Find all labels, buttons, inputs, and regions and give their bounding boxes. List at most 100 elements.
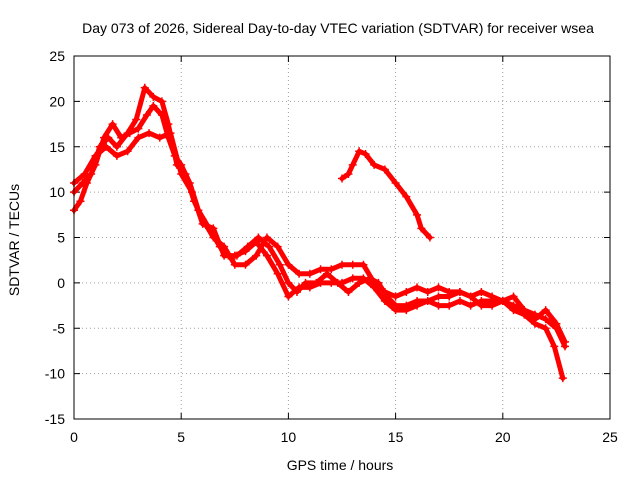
data-point <box>166 129 175 138</box>
data-point <box>327 265 336 274</box>
series-track-3 <box>70 129 569 346</box>
y-tick-label: 5 <box>57 230 65 246</box>
data-point <box>488 301 497 310</box>
data-point <box>423 287 432 296</box>
data-point <box>241 260 250 269</box>
data-point <box>434 283 443 292</box>
data-point <box>509 292 518 301</box>
data-point <box>327 278 336 287</box>
data-point <box>348 160 357 169</box>
data-point <box>265 242 274 251</box>
data-point <box>80 169 89 178</box>
data-point <box>445 292 454 301</box>
axis-ticks: 0 5 10 15 20 25 -15 -10 -5 0 5 10 15 20 25 <box>45 48 618 445</box>
data-point <box>380 165 389 174</box>
data-point <box>177 169 186 178</box>
data-point <box>112 151 121 160</box>
data-point <box>108 120 117 129</box>
data-point <box>262 233 271 242</box>
data-point <box>78 179 87 188</box>
data-point <box>344 287 353 296</box>
data-point <box>359 274 368 283</box>
data-point <box>273 242 282 251</box>
data-point <box>348 274 357 283</box>
y-tick-label: 0 <box>57 275 65 291</box>
data-point <box>455 287 464 296</box>
data-point <box>102 142 111 151</box>
data-point <box>149 101 158 110</box>
data-point <box>209 224 218 233</box>
data-point <box>273 269 282 278</box>
data-point <box>338 174 346 183</box>
data-point <box>295 269 304 278</box>
data-point <box>402 306 411 315</box>
data-point <box>445 301 454 310</box>
y-tick-label: 10 <box>49 184 65 200</box>
data-point <box>305 283 314 292</box>
data-point <box>198 219 207 228</box>
x-tick-label: 10 <box>281 429 297 445</box>
data-point <box>361 150 370 159</box>
x-tick-label: 0 <box>70 429 78 445</box>
data-point <box>380 297 389 306</box>
data-point <box>284 292 293 301</box>
data-point <box>76 197 85 206</box>
data-point <box>560 337 569 346</box>
data-point <box>187 188 196 197</box>
data-point <box>284 278 293 287</box>
data-point <box>520 306 529 315</box>
data-point <box>370 283 379 292</box>
data-point <box>477 301 486 310</box>
x-tick-label: 5 <box>177 429 185 445</box>
data-point <box>541 324 550 333</box>
data-point <box>413 283 422 292</box>
data-point <box>541 315 550 324</box>
plot-frame <box>73 55 611 420</box>
data-point <box>359 260 368 269</box>
data-point <box>466 301 475 310</box>
data-series <box>70 83 569 383</box>
y-tick-label: 25 <box>49 48 65 64</box>
data-point <box>466 292 475 301</box>
series-track-1 <box>70 101 567 383</box>
data-point <box>230 251 239 260</box>
data-point <box>134 124 143 133</box>
data-point <box>338 260 346 269</box>
data-point <box>295 283 304 292</box>
data-point <box>380 287 389 296</box>
data-point <box>145 129 154 138</box>
data-point <box>140 83 149 92</box>
data-point <box>149 92 158 101</box>
data-point <box>157 97 166 106</box>
x-tick-label: 20 <box>495 429 511 445</box>
data-point <box>434 292 443 301</box>
data-point <box>552 319 561 328</box>
data-point <box>123 129 132 138</box>
data-point <box>275 260 284 269</box>
series-track-2 <box>70 83 569 351</box>
x-tick-label: 15 <box>388 429 404 445</box>
data-point <box>498 297 507 306</box>
data-point <box>530 315 539 324</box>
data-point <box>455 297 464 306</box>
data-point <box>132 115 141 124</box>
data-point <box>391 179 400 188</box>
chart-title: Day 073 of 2026, Sidereal Day-to-day VTE… <box>82 20 594 36</box>
data-point <box>348 260 357 269</box>
data-point <box>402 192 411 201</box>
data-point <box>262 251 271 260</box>
data-point <box>413 301 422 310</box>
series-line <box>71 130 568 345</box>
y-tick-label: -15 <box>45 411 65 427</box>
data-point <box>241 247 250 256</box>
data-point <box>252 238 261 247</box>
data-point <box>423 297 432 306</box>
data-point <box>91 151 100 160</box>
data-point <box>417 224 426 233</box>
data-point <box>558 374 567 383</box>
data-point <box>252 251 261 260</box>
data-point <box>338 278 346 287</box>
data-point <box>509 301 518 310</box>
y-axis-label: SDTVAR / TECUs <box>6 184 22 296</box>
